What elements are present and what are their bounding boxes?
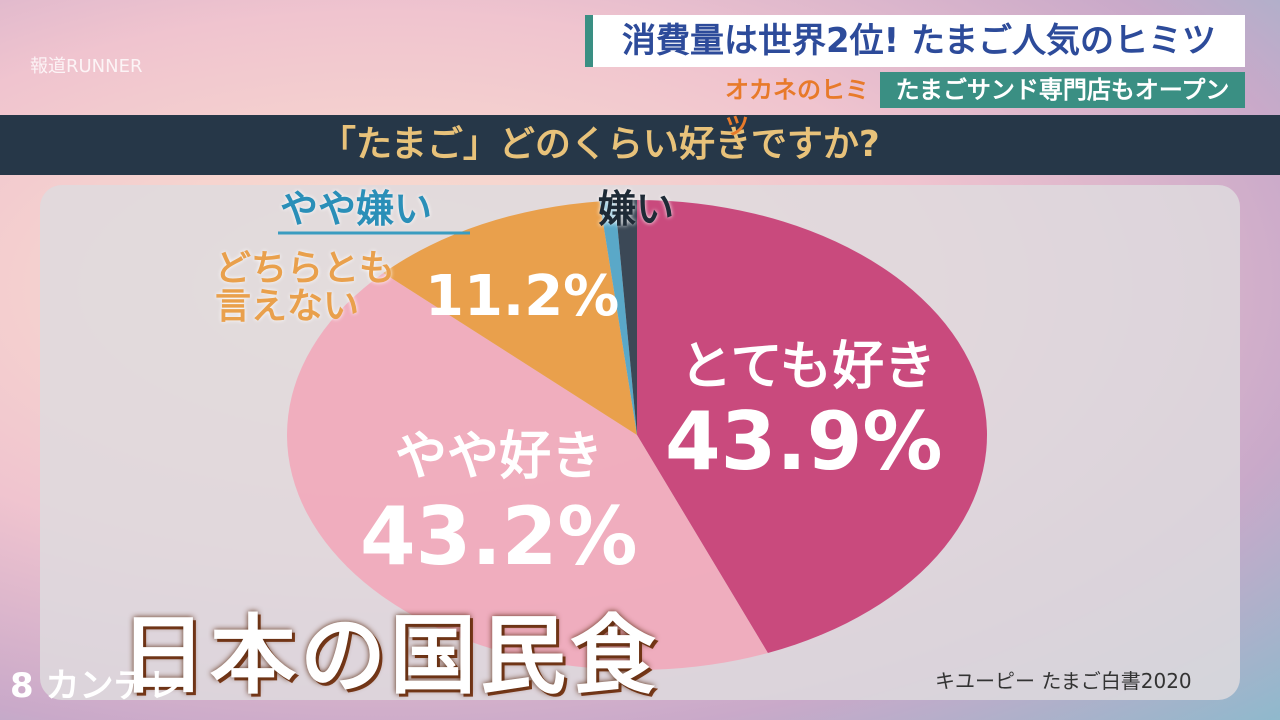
corner-logo: オカネのヒミツ [725, 76, 869, 140]
pie-slice [599, 200, 637, 435]
category-label: やや嫌い [280, 187, 433, 231]
pie-slice [383, 201, 637, 435]
caption: 日本の国民食 [120, 606, 660, 706]
category-label: やや好き [395, 427, 604, 487]
station-logo: 8 カンテレ [10, 666, 182, 706]
category-label: 嫌い [598, 187, 675, 231]
value-label: 11.2% [425, 264, 620, 329]
source: キユーピー たまご白書2020 [935, 669, 1192, 693]
subline: たまごサンド専門店もオープン [880, 72, 1245, 108]
chart-title: 「たまご」どのくらい好きですか? [0, 115, 1280, 175]
value-label: 43.9% [665, 395, 943, 488]
category-label: どちらとも言えない [215, 248, 396, 327]
pie-slice [615, 200, 637, 435]
category-label: とても好き [680, 337, 936, 397]
pie-slice [287, 273, 768, 670]
headline: 消費量は世界2位! たまご人気のヒミツ [585, 15, 1245, 67]
program-logo: 報道RUNNER [30, 56, 143, 77]
value-label: 43.2% [360, 490, 638, 583]
pie-slice [637, 200, 988, 653]
